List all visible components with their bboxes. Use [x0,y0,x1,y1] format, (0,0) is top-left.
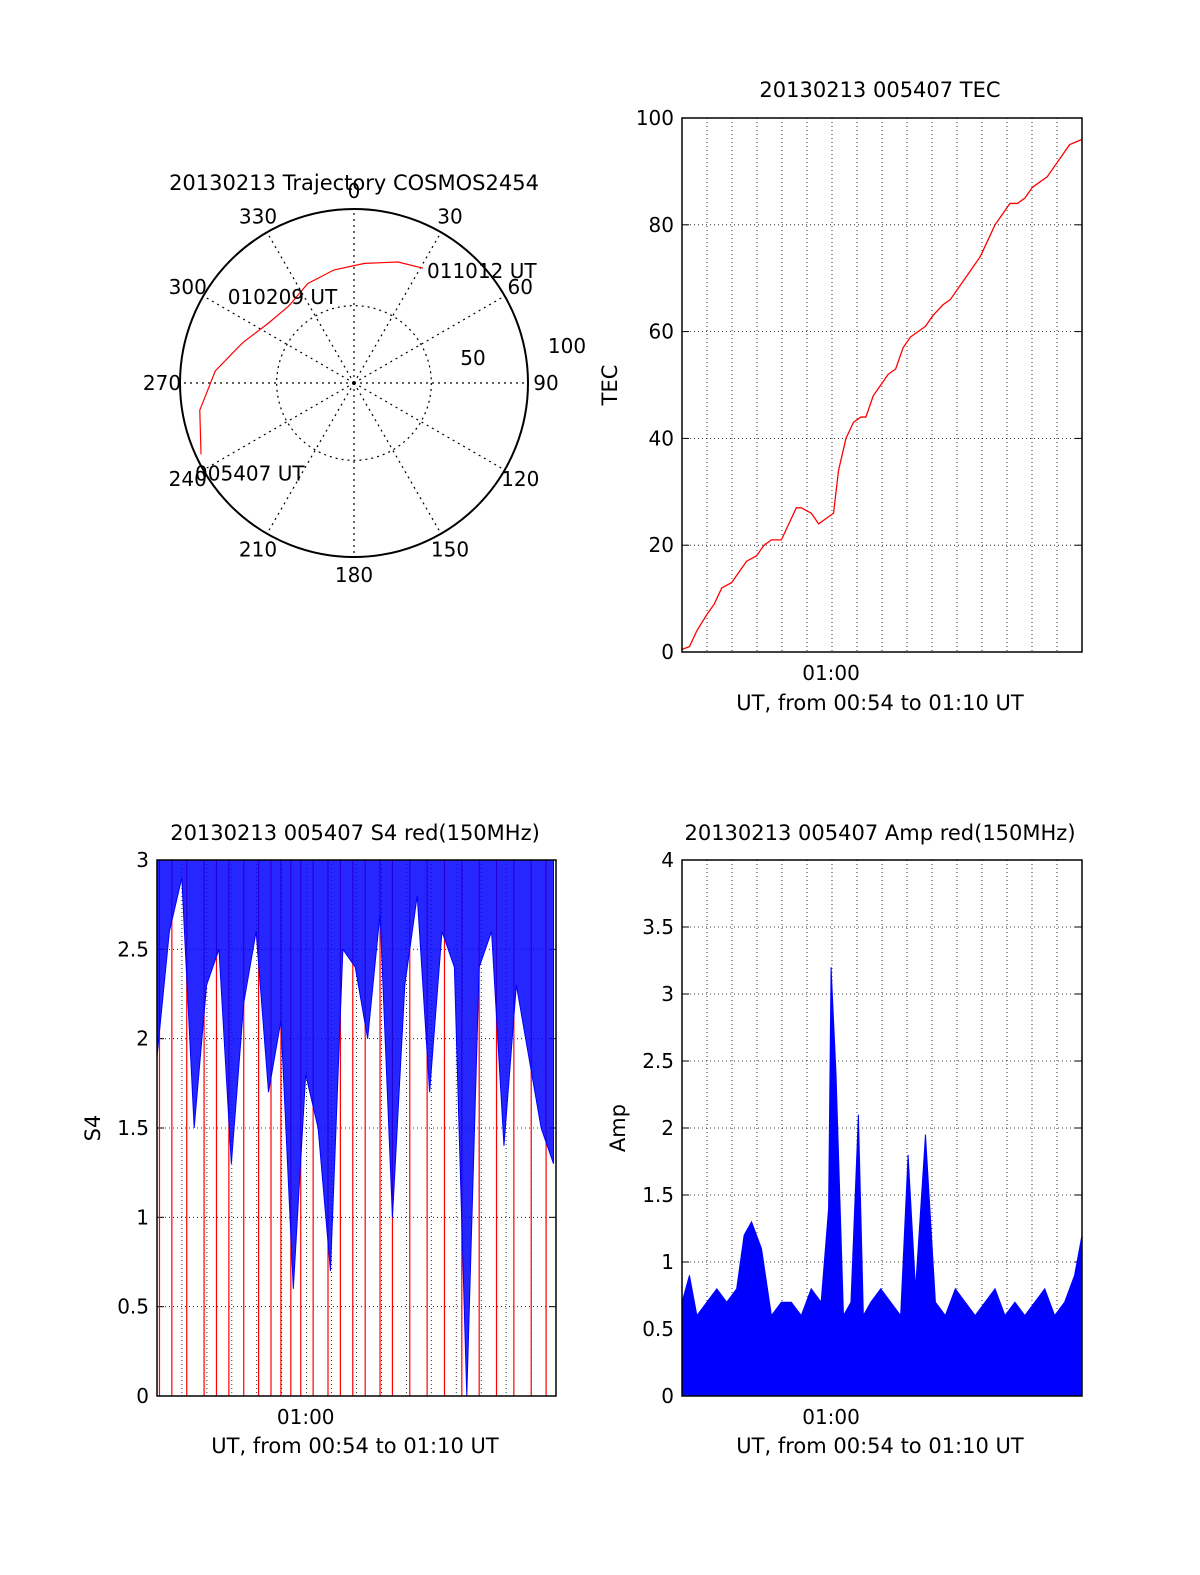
polar-outer-circle [179,208,529,558]
ytick-label: 1.5 [642,1183,674,1207]
ytick-label: 0.5 [642,1317,674,1341]
polar-azimuth-label: 330 [239,205,277,229]
polar-azimuth-label: 90 [533,371,558,395]
polar-annotation: 010209 UT [228,285,338,309]
ytick-label: 2.5 [642,1049,674,1073]
ytick-label: 3 [661,982,674,1006]
s4-plot: 0 0.5 1 1.5 2 2.5 3 01:00 [117,848,557,1429]
amp-panel: 20130213 005407 Amp red(150MHz) Amp UT, … [606,821,1083,1458]
polar-annotation: 011012 UT [427,259,537,283]
amp-xlabel: UT, from 00:54 to 01:10 UT [736,1434,1024,1458]
ytick-label: 1.5 [117,1116,149,1140]
plot-frame [681,117,1083,653]
xtick-label: 01:00 [277,1405,335,1429]
polar-azimuth-label: 0 [348,179,361,203]
amp-title: 20130213 005407 Amp red(150MHz) [684,821,1075,845]
polar-panel: 20130213 Trajectory COSMOS2454 0 30 60 90 12… [143,171,586,587]
polar-title: 20130213 Trajectory COSMOS2454 [169,171,539,195]
tec-ylabel: TEC [598,365,622,407]
ytick-label: 4 [661,848,674,872]
polar-azimuth-label: 180 [335,563,373,587]
ytick-label: 3.5 [642,915,674,939]
s4-ylabel: S4 [81,1115,105,1142]
tec-title: 20130213 005407 TEC [759,78,1000,102]
polar-radial-label: 50 [460,346,485,370]
polar-spoke-60 [353,295,505,384]
plot-frame [681,859,1083,1397]
amp-ylabel: Amp [606,1104,630,1152]
tec-xlabel: UT, from 00:54 to 01:10 UT [736,691,1024,715]
tec-panel: 20130213 005407 TEC TEC UT, from 00:54 t… [598,78,1083,715]
ytick-label: 1 [136,1205,149,1229]
blue-area [156,859,555,1397]
polar-spoke-240 [203,382,355,471]
ytick-label: 2 [661,1116,674,1140]
amp-plot: 0 0.5 1 1.5 2 2.5 3 3.5 4 01:00 [642,848,1083,1429]
ytick-label: 2.5 [117,937,149,961]
xtick-label: 01:00 [802,1405,860,1429]
polar-spoke-30 [353,232,442,384]
polar-spoke-150 [353,382,442,534]
polar-spoke-300 [203,295,355,384]
polar-spoke-120 [353,382,505,471]
polar-annotation: 005407 UT [195,461,305,485]
ytick-label: 80 [649,213,674,237]
ytick-label: 0 [136,1384,149,1408]
polar-azimuth-label: 120 [501,467,539,491]
polar-spoke-330 [266,232,355,384]
plot-frame [156,859,557,1397]
xtick-label: 01:00 [802,661,860,685]
tec-plot: 0 20 40 60 80 100 01:00 [636,106,1083,685]
polar-azimuth-label: 270 [143,371,181,395]
ytick-label: 2 [136,1027,149,1051]
ytick-label: 3 [136,848,149,872]
polar-plot: 0 30 60 90 120 150 180 210 240 270 300 330 50 100 0110… [143,179,586,587]
ytick-label: 1 [661,1250,674,1274]
ytick-label: 0.5 [117,1295,149,1319]
ytick-label: 0 [661,640,674,664]
polar-trajectory-line [199,261,424,455]
polar-radial-label: 100 [548,334,586,358]
polar-azimuth-label: 240 [169,467,207,491]
s4-panel: 20130213 005407 S4 red(150MHz) S4 UT, fr… [81,821,557,1458]
series-line-0 [681,138,1083,650]
polar-azimuth-label: 60 [508,275,533,299]
ytick-label: 0 [661,1384,674,1408]
polar-spoke-210 [266,382,355,534]
ytick-label: 100 [636,106,674,130]
amp-area [681,967,1083,1397]
polar-azimuth-label: 30 [437,205,462,229]
ytick-label: 20 [649,533,674,557]
polar-ring-0 [276,305,432,461]
ytick-label: 60 [649,320,674,344]
s4-xlabel: UT, from 00:54 to 01:10 UT [211,1434,499,1458]
ytick-label: 40 [649,426,674,450]
polar-azimuth-label: 300 [169,275,207,299]
polar-azimuth-label: 210 [239,537,277,561]
polar-azimuth-label: 150 [431,537,469,561]
s4-title: 20130213 005407 S4 red(150MHz) [170,821,540,845]
